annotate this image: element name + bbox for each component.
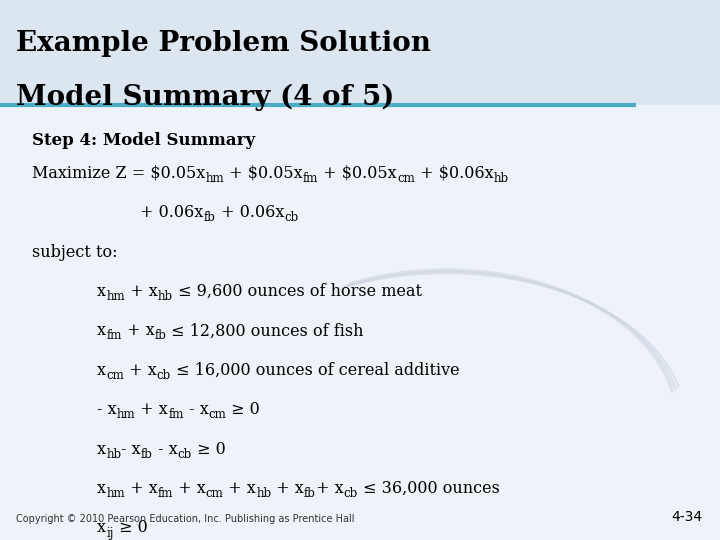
Text: x: x [97, 441, 107, 457]
Text: hm: hm [206, 172, 224, 185]
Text: ≥ 0: ≥ 0 [226, 401, 260, 418]
Text: subject to:: subject to: [32, 244, 118, 260]
Text: fb: fb [154, 329, 166, 342]
Text: + x: + x [135, 401, 168, 418]
Text: - x: - x [122, 441, 141, 457]
Text: - x: - x [153, 441, 178, 457]
Text: cm: cm [206, 487, 223, 500]
Text: ij: ij [107, 526, 114, 539]
Text: + x: + x [125, 283, 158, 300]
Text: Maximize Z = $0.05x: Maximize Z = $0.05x [32, 165, 206, 181]
Text: + $0.05x: + $0.05x [318, 165, 397, 181]
Text: cb: cb [178, 448, 192, 461]
Text: ≤ 36,000 ounces: ≤ 36,000 ounces [358, 480, 500, 497]
Text: cm: cm [107, 369, 124, 382]
Text: ≤ 16,000 ounces of cereal additive: ≤ 16,000 ounces of cereal additive [171, 362, 459, 379]
Text: - x: - x [97, 401, 117, 418]
Text: cm: cm [208, 408, 226, 421]
Text: fm: fm [158, 487, 173, 500]
Text: + x: + x [124, 362, 157, 379]
Text: Step 4: Model Summary: Step 4: Model Summary [32, 132, 256, 149]
Text: 4-34: 4-34 [671, 510, 702, 524]
Text: fb: fb [141, 448, 153, 461]
Text: x: x [97, 480, 107, 497]
Text: x: x [97, 362, 107, 379]
Text: hb: hb [158, 290, 173, 303]
Text: + 0.06x: + 0.06x [140, 204, 204, 221]
Text: cb: cb [284, 211, 298, 224]
Text: cb: cb [343, 487, 358, 500]
Text: Example Problem Solution: Example Problem Solution [16, 30, 431, 57]
Text: ≤ 12,800 ounces of fish: ≤ 12,800 ounces of fish [166, 322, 364, 339]
Text: hm: hm [107, 487, 125, 500]
Text: Copyright © 2010 Pearson Education, Inc. Publishing as Prentice Hall: Copyright © 2010 Pearson Education, Inc.… [16, 514, 354, 524]
Text: Model Summary (4 of 5): Model Summary (4 of 5) [16, 84, 395, 111]
Text: + x: + x [223, 480, 256, 497]
Text: ≥ 0: ≥ 0 [192, 441, 225, 457]
Text: hb: hb [256, 487, 271, 500]
Text: - x: - x [184, 401, 208, 418]
Text: hb: hb [493, 172, 508, 185]
Text: x: x [97, 283, 107, 300]
Text: + $0.06x: + $0.06x [415, 165, 493, 181]
Text: fb: fb [304, 487, 316, 500]
Text: ≤ 9,600 ounces of horse meat: ≤ 9,600 ounces of horse meat [173, 283, 422, 300]
Text: + x: + x [125, 480, 158, 497]
Text: fm: fm [168, 408, 184, 421]
Text: cb: cb [157, 369, 171, 382]
Text: x: x [97, 322, 107, 339]
Text: cm: cm [397, 172, 415, 185]
Text: + 0.06x: + 0.06x [215, 204, 284, 221]
Text: + $0.05x: + $0.05x [224, 165, 303, 181]
Text: fm: fm [303, 172, 318, 185]
Text: + x: + x [122, 322, 154, 339]
Text: fb: fb [204, 211, 215, 224]
Text: fm: fm [107, 329, 122, 342]
FancyBboxPatch shape [0, 0, 720, 105]
Text: hb: hb [107, 448, 122, 461]
Text: + x: + x [173, 480, 206, 497]
Text: + x: + x [316, 480, 343, 497]
Text: x: x [97, 519, 107, 536]
Text: hm: hm [107, 290, 125, 303]
Text: hm: hm [117, 408, 135, 421]
Text: ≥ 0: ≥ 0 [114, 519, 148, 536]
Text: + x: + x [271, 480, 304, 497]
